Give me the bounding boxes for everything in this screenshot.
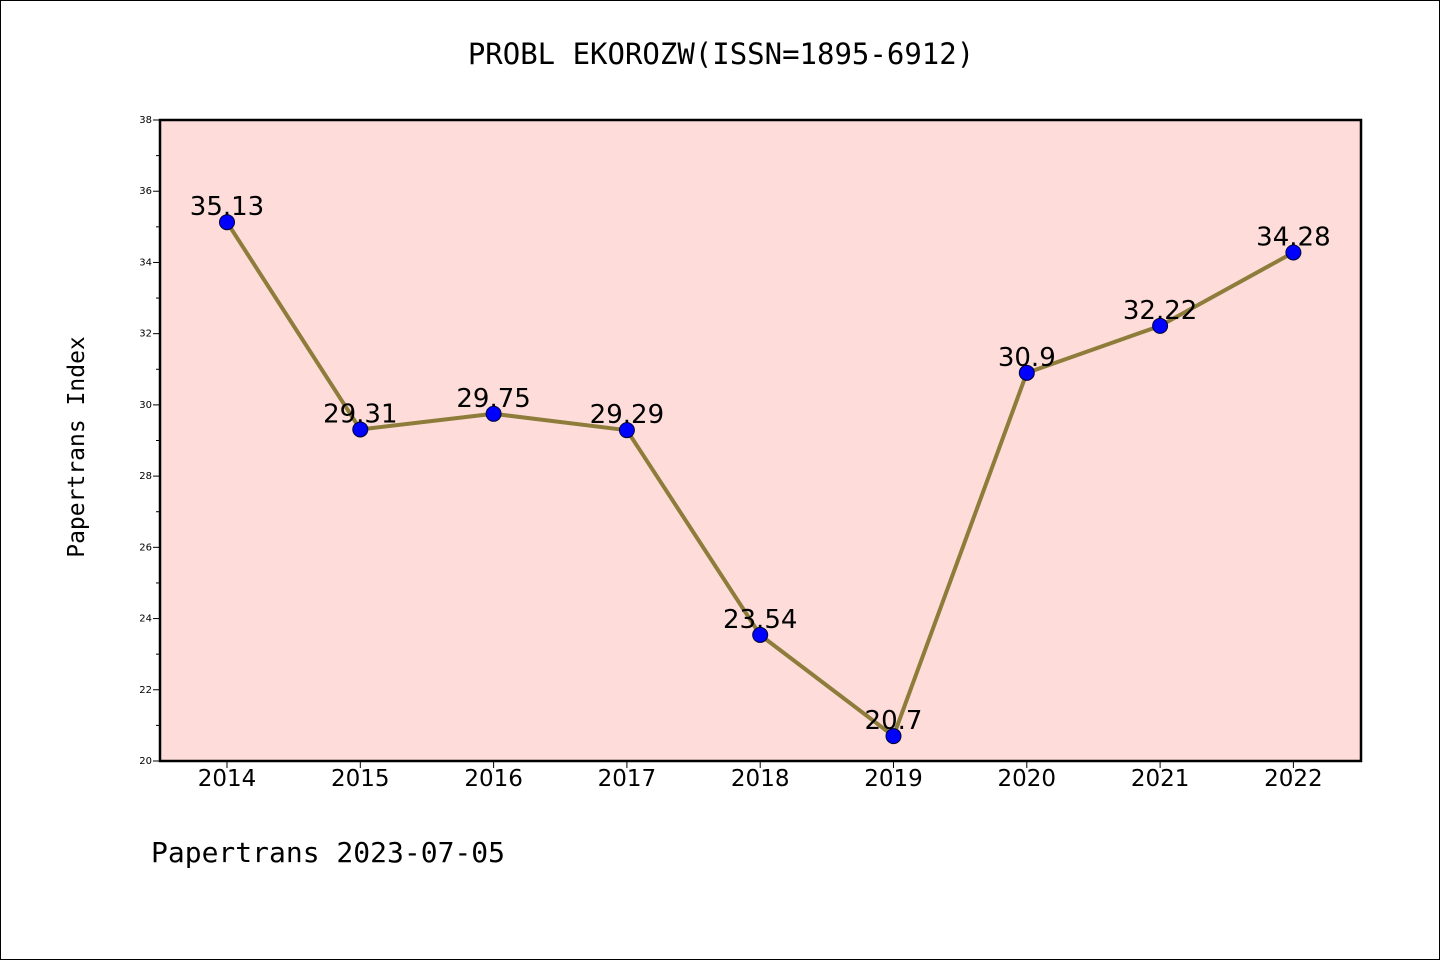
y-tick-label: 34 [139,257,152,268]
x-tick-label: 2021 [1131,766,1190,792]
data-labels: 35.1329.3129.7529.2923.5420.730.932.2234… [190,192,1331,736]
data-point [1018,364,1035,381]
x-tick-label: 2016 [464,766,523,792]
footer-text: Papertrans 2023-07-05 [151,836,506,869]
x-tick-label: 2020 [998,766,1057,792]
data-point [1285,244,1302,261]
data-point [219,214,235,231]
plot-area [160,120,1361,761]
plot-border [158,118,1363,763]
y-axis-ticks: 20 22 24 26 28 30 32 34 36 38 [139,115,160,767]
x-axis-ticks: 2014 2015 2016 2017 2018 2019 2020 2021 2022 [198,761,1323,792]
x-tick-label: 2017 [598,766,657,792]
data-point [1152,317,1169,334]
data-point [618,422,635,439]
x-tick-label: 2018 [731,766,790,792]
x-tick-label: 2019 [864,766,923,792]
y-tick-label: 38 [139,115,152,126]
y-tick-label: 36 [139,186,152,197]
y-tick-label: 24 [139,614,152,625]
y-tick-label: 22 [139,685,152,696]
x-tick-label: 2015 [331,766,390,792]
data-point [352,421,369,438]
data-point [485,405,502,422]
x-tick-label: 2022 [1264,766,1323,792]
y-tick-label: 32 [139,329,152,340]
data-point [885,728,902,745]
data-point [752,626,769,643]
y-tick-label: 26 [139,542,152,553]
x-tick-label: 2014 [198,766,257,792]
data-points [219,214,1302,745]
y-tick-label: 20 [139,756,152,767]
chart-title: PROBL EKOROZW(ISSN=1895-6912) [467,37,975,71]
y-tick-label: 28 [139,471,152,482]
y-tick-label: 30 [139,400,152,411]
